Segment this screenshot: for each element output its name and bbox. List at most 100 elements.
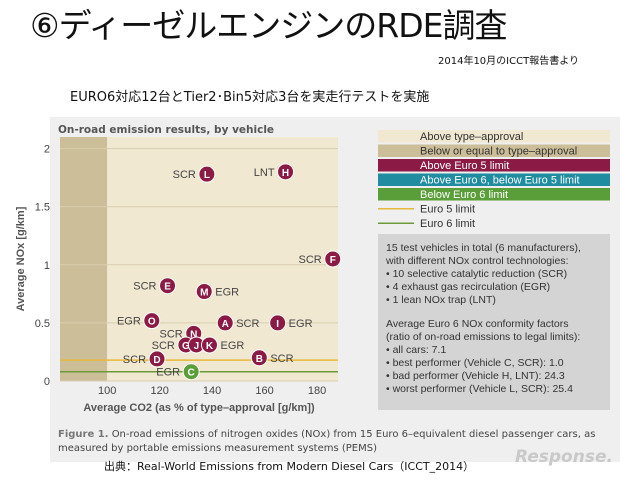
source-note: 出典：Real-World Emissions from Modern Dies… xyxy=(104,460,475,473)
point-tech-label: SCR xyxy=(299,254,322,266)
legend-label: Above Euro 5 limit xyxy=(420,160,509,172)
point-tech-label: EGR xyxy=(289,318,313,330)
y-tick-label: 0 xyxy=(44,376,50,388)
point-tech-label: EGR xyxy=(220,340,244,352)
point-id-label: O xyxy=(148,317,156,328)
point-marker xyxy=(148,350,166,368)
info-line: • best performer (Vehicle C, SCR): 1.0 xyxy=(386,357,564,369)
data-point-o: O EGR xyxy=(117,312,161,330)
point-marker xyxy=(195,283,213,301)
point-id-label: C xyxy=(188,368,195,379)
legend-item: Euro 5 limit xyxy=(378,204,475,216)
point-marker xyxy=(324,250,342,268)
point-id-label: F xyxy=(330,255,336,266)
y-tick-label: 1.5 xyxy=(35,202,50,214)
data-point-d: D SCR xyxy=(123,350,166,368)
data-point-k: K EGR xyxy=(200,336,244,354)
report-note: 2014年10月のICCT報告書より xyxy=(438,56,579,67)
legend-item: Below Euro 6 limit xyxy=(378,188,610,201)
point-tech-label: SCR xyxy=(236,318,259,330)
point-tech-label: SCR xyxy=(123,354,146,366)
y-tick-label: 2 xyxy=(44,144,50,156)
info-line: (ratio of on-road emissions to legal lim… xyxy=(386,331,581,343)
legend-item: Euro 6 limit xyxy=(378,218,475,230)
data-point-i: I EGR xyxy=(269,314,313,332)
above-type-approval-region xyxy=(107,137,338,381)
info-line: Average Euro 6 NOx conformity factors xyxy=(386,318,569,330)
point-marker xyxy=(198,165,216,183)
data-point-m: M EGR xyxy=(195,283,239,301)
response-logo: Response. xyxy=(515,447,613,467)
info-line: • 1 lean NOx trap (LNT) xyxy=(386,294,496,306)
point-tech-label: EGR xyxy=(215,287,239,299)
point-id-label: B xyxy=(256,354,263,365)
point-id-label: A xyxy=(222,319,229,330)
legend-swatch xyxy=(378,144,610,157)
info-line: • worst performer (Vehicle L, SCR): 25.4 xyxy=(386,383,573,395)
legend-label: Above type–approval xyxy=(420,131,523,143)
x-tick-label: 100 xyxy=(98,385,116,397)
legend-swatch xyxy=(378,159,610,172)
point-id-label: J xyxy=(194,341,200,352)
point-id-label: E xyxy=(164,282,171,293)
info-line: • bad performer (Vehicle H, LNT): 24.3 xyxy=(386,370,565,382)
data-point-n: N SCR xyxy=(160,324,203,342)
legend-item: Below or equal to type–approval xyxy=(378,144,610,158)
y-tick-label: 1 xyxy=(44,260,50,272)
point-tech-label: SCR xyxy=(270,353,293,365)
x-axis-label: Average CO2 (as % of type–approval [g/km… xyxy=(83,402,315,414)
info-box: 15 test vehicles in total (6 manufacture… xyxy=(378,234,610,410)
slide-title: ⑥ディーゼルエンジンのRDE調査 xyxy=(30,6,507,45)
point-marker xyxy=(200,336,218,354)
point-tech-label: EGR xyxy=(156,367,180,379)
point-tech-label: SCR xyxy=(152,340,175,352)
data-point-a: A SCR xyxy=(216,314,260,332)
legend-label: Euro 5 limit xyxy=(420,204,475,216)
point-marker xyxy=(216,314,234,332)
data-point-l: L SCR xyxy=(173,165,216,183)
point-id-label: H xyxy=(282,168,289,179)
point-id-label: G xyxy=(182,341,190,352)
point-id-label: N xyxy=(190,329,197,340)
x-tick-label: 180 xyxy=(308,385,326,397)
below-type-approval-region xyxy=(60,137,108,381)
legend-item: Above type–approval xyxy=(378,130,610,143)
point-id-label: K xyxy=(206,341,214,352)
x-tick-label: 160 xyxy=(255,385,273,397)
slide-subtitle: EURO6対応12台とTier2･Bin5対応3台を実走行テストを実施 xyxy=(70,90,430,105)
info-line: • 4 exhaust gas recirculation (EGR) xyxy=(386,281,551,293)
point-tech-label: LNT xyxy=(254,167,275,179)
legend-label: Euro 6 limit xyxy=(420,218,475,230)
caption-text: On-road emissions of nitrogen oxides (NO… xyxy=(58,429,596,454)
chart-heading: On-road emission results, by vehicle xyxy=(58,124,275,136)
point-tech-label: EGR xyxy=(117,316,141,328)
point-tech-label: SCR xyxy=(160,328,183,340)
data-point-f: F SCR xyxy=(299,250,342,268)
caption-label: Figure 1. xyxy=(58,429,109,440)
legend-swatch xyxy=(378,130,610,143)
y-tick-label: 0.5 xyxy=(35,318,50,330)
point-id-label: D xyxy=(153,355,160,366)
info-line: • 10 selective catalytic reduction (SCR) xyxy=(386,268,568,280)
data-point-c: C EGR xyxy=(156,363,200,381)
legend-label: Above Euro 6, below Euro 5 limit xyxy=(420,175,580,187)
legend-swatch xyxy=(378,173,610,186)
figure-caption: Figure 1. On-road emissions of nitrogen … xyxy=(58,428,618,456)
legend-item: Above Euro 5 limit xyxy=(378,159,610,172)
info-line: • all cars: 7.1 xyxy=(386,344,447,356)
x-tick-label: 120 xyxy=(150,385,168,397)
y-axis-label: Average NOx [g/km] xyxy=(15,206,27,311)
point-marker xyxy=(182,363,200,381)
point-marker xyxy=(250,349,268,367)
legend-label: Below Euro 6 limit xyxy=(420,189,508,201)
point-id-label: I xyxy=(276,319,279,330)
data-point-b: B SCR xyxy=(250,349,294,367)
x-tick-label: 140 xyxy=(203,385,221,397)
point-marker xyxy=(143,312,161,330)
legend-swatch xyxy=(378,188,610,201)
legend-item: Above Euro 6, below Euro 5 limit xyxy=(378,173,610,187)
point-tech-label: SCR xyxy=(173,169,196,181)
info-line: 15 test vehicles in total (6 manufacture… xyxy=(386,242,581,254)
point-tech-label: SCR xyxy=(133,281,156,293)
